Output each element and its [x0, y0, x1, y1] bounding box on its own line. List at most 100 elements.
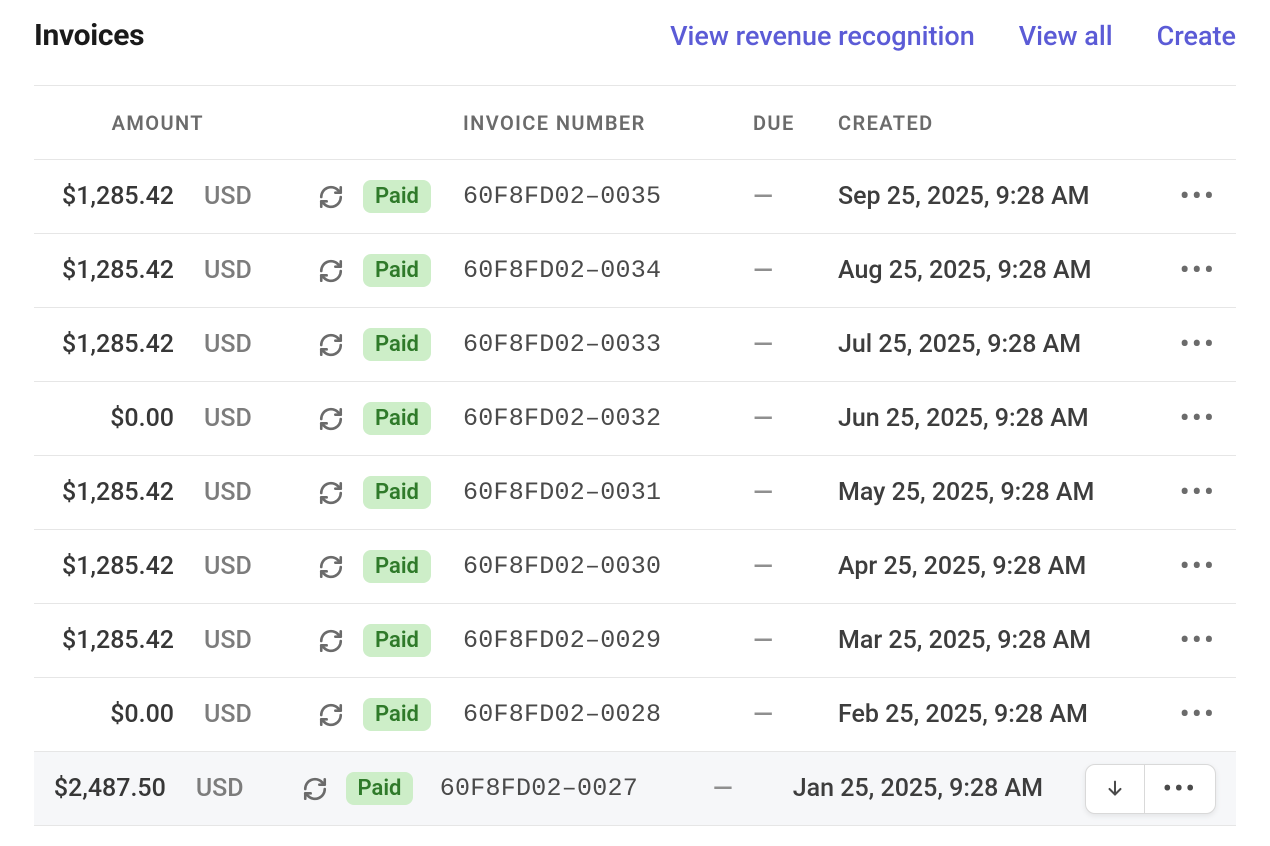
create-link[interactable]: Create: [1157, 20, 1236, 52]
actions-cell: •••: [1085, 764, 1236, 814]
currency-cell: USD: [204, 256, 299, 285]
due-cell: —: [713, 774, 793, 804]
status-cell: Paid: [363, 624, 463, 657]
status-badge: Paid: [363, 328, 431, 361]
status-cell: Paid: [363, 328, 463, 361]
more-actions-button[interactable]: •••: [1180, 700, 1216, 730]
actions-cell: •••: [1148, 552, 1236, 582]
download-button[interactable]: [1086, 765, 1144, 813]
table-row[interactable]: $1,285.42USD Paid 60F8FD02–0029—Mar 25, 2…: [34, 604, 1236, 678]
header: Invoices View revenue recognition View a…: [34, 10, 1236, 85]
currency-cell: USD: [204, 552, 299, 581]
more-actions-button[interactable]: •••: [1180, 256, 1216, 286]
due-cell: —: [753, 552, 838, 582]
col-amount-header[interactable]: AMOUNT: [34, 111, 204, 135]
col-created-header[interactable]: CREATED: [838, 111, 1148, 135]
actions-cell: •••: [1148, 700, 1236, 730]
page-title: Invoices: [34, 18, 144, 53]
due-cell: —: [753, 626, 838, 656]
table-row[interactable]: $0.00USD Paid 60F8FD02–0028—Feb 25, 2025,…: [34, 678, 1236, 752]
due-cell: —: [753, 700, 838, 730]
table-body: $1,285.42USD Paid60F8FD02–0035—Sep 25, 2…: [34, 160, 1236, 826]
actions-cell: •••: [1148, 330, 1236, 360]
invoice-number-cell[interactable]: 60F8FD02–0030: [463, 552, 753, 581]
table-row[interactable]: $1,285.42USD Paid 60F8FD02–0031—May 25, 2…: [34, 456, 1236, 530]
table-row[interactable]: $1,285.42USD Paid 60F8FD02–0034—Aug 25, 2…: [34, 234, 1236, 308]
status-badge: Paid: [363, 550, 431, 583]
more-actions-button[interactable]: •••: [1180, 626, 1216, 656]
more-actions-button[interactable]: •••: [1145, 765, 1215, 813]
status-badge: Paid: [363, 476, 431, 509]
amount-cell: $0.00: [34, 404, 204, 433]
currency-cell: USD: [204, 478, 299, 507]
view-revenue-recognition-link[interactable]: View revenue recognition: [670, 20, 975, 52]
table-row[interactable]: $1,285.42USD Paid 60F8FD02–0030—Apr 25, 2…: [34, 530, 1236, 604]
recurring-icon: [299, 480, 363, 506]
col-invoice-number-header[interactable]: INVOICE NUMBER: [463, 111, 753, 135]
created-cell: Mar 25, 2025, 9:28 AM: [838, 626, 1148, 655]
recurring-icon: [299, 258, 363, 284]
header-actions: View revenue recognition View all Create: [670, 20, 1236, 52]
status-cell: Paid: [363, 254, 463, 287]
status-cell: Paid: [363, 180, 463, 213]
table-row[interactable]: $0.00USD Paid60F8FD02–0032—Jun 25, 2025,…: [34, 382, 1236, 456]
created-cell: Sep 25, 2025, 9:28 AM: [838, 182, 1148, 211]
currency-cell: USD: [196, 774, 285, 803]
invoice-number-cell[interactable]: 60F8FD02–0033: [463, 330, 753, 359]
amount-cell: $1,285.42: [34, 626, 204, 655]
table-row[interactable]: $2,487.50USD Paid60F8FD02–0027—Jan 25, 2…: [34, 752, 1236, 826]
created-cell: May 25, 2025, 9:28 AM: [838, 478, 1148, 507]
status-badge: Paid: [363, 624, 431, 657]
created-cell: Jul 25, 2025, 9:28 AM: [838, 330, 1148, 359]
invoice-number-cell[interactable]: 60F8FD02–0031: [463, 478, 753, 507]
more-actions-button[interactable]: •••: [1180, 552, 1216, 582]
invoice-number-cell[interactable]: 60F8FD02–0034: [463, 256, 753, 285]
recurring-icon: [299, 332, 363, 358]
invoice-number-cell[interactable]: 60F8FD02–0032: [463, 404, 753, 433]
amount-cell: $1,285.42: [34, 478, 204, 507]
col-due-header[interactable]: DUE: [753, 111, 838, 135]
recurring-icon: [299, 628, 363, 654]
status-badge: Paid: [363, 698, 431, 731]
table-row[interactable]: $1,285.42USD Paid60F8FD02–0035—Sep 25, 2…: [34, 160, 1236, 234]
currency-cell: USD: [204, 404, 299, 433]
status-cell: Paid: [363, 402, 463, 435]
amount-cell: $1,285.42: [34, 256, 204, 285]
status-cell: Paid: [363, 476, 463, 509]
due-cell: —: [753, 478, 838, 508]
invoice-number-cell[interactable]: 60F8FD02–0029: [463, 626, 753, 655]
due-cell: —: [753, 330, 838, 360]
more-actions-button[interactable]: •••: [1180, 404, 1216, 434]
currency-cell: USD: [204, 700, 299, 729]
actions-cell: •••: [1148, 256, 1236, 286]
recurring-icon: [299, 406, 363, 432]
status-badge: Paid: [346, 772, 414, 805]
amount-cell: $1,285.42: [34, 552, 204, 581]
amount-cell: $0.00: [34, 700, 204, 729]
invoices-table: AMOUNT INVOICE NUMBER DUE CREATED $1,285…: [34, 85, 1236, 826]
created-cell: Aug 25, 2025, 9:28 AM: [838, 256, 1148, 285]
table-row[interactable]: $1,285.42USD Paid60F8FD02–0033—Jul 25, 2…: [34, 308, 1236, 382]
recurring-icon: [299, 554, 363, 580]
more-actions-button[interactable]: •••: [1180, 478, 1216, 508]
view-all-link[interactable]: View all: [1019, 20, 1113, 52]
amount-cell: $2,487.50: [34, 774, 196, 803]
status-badge: Paid: [363, 254, 431, 287]
invoice-number-cell[interactable]: 60F8FD02–0028: [463, 700, 753, 729]
status-cell: Paid: [346, 772, 440, 805]
table-header: AMOUNT INVOICE NUMBER DUE CREATED: [34, 86, 1236, 160]
more-actions-button[interactable]: •••: [1180, 330, 1216, 360]
due-cell: —: [753, 256, 838, 286]
due-cell: —: [753, 182, 838, 212]
recurring-icon: [285, 776, 345, 802]
actions-cell: •••: [1148, 404, 1236, 434]
created-cell: Feb 25, 2025, 9:28 AM: [838, 700, 1148, 729]
created-cell: Apr 25, 2025, 9:28 AM: [838, 552, 1148, 581]
more-icon: •••: [1163, 775, 1197, 803]
currency-cell: USD: [204, 626, 299, 655]
invoice-number-cell[interactable]: 60F8FD02–0035: [463, 182, 753, 211]
invoice-number-cell[interactable]: 60F8FD02–0027: [440, 774, 713, 803]
status-badge: Paid: [363, 180, 431, 213]
status-badge: Paid: [363, 402, 431, 435]
more-actions-button[interactable]: •••: [1180, 182, 1216, 212]
